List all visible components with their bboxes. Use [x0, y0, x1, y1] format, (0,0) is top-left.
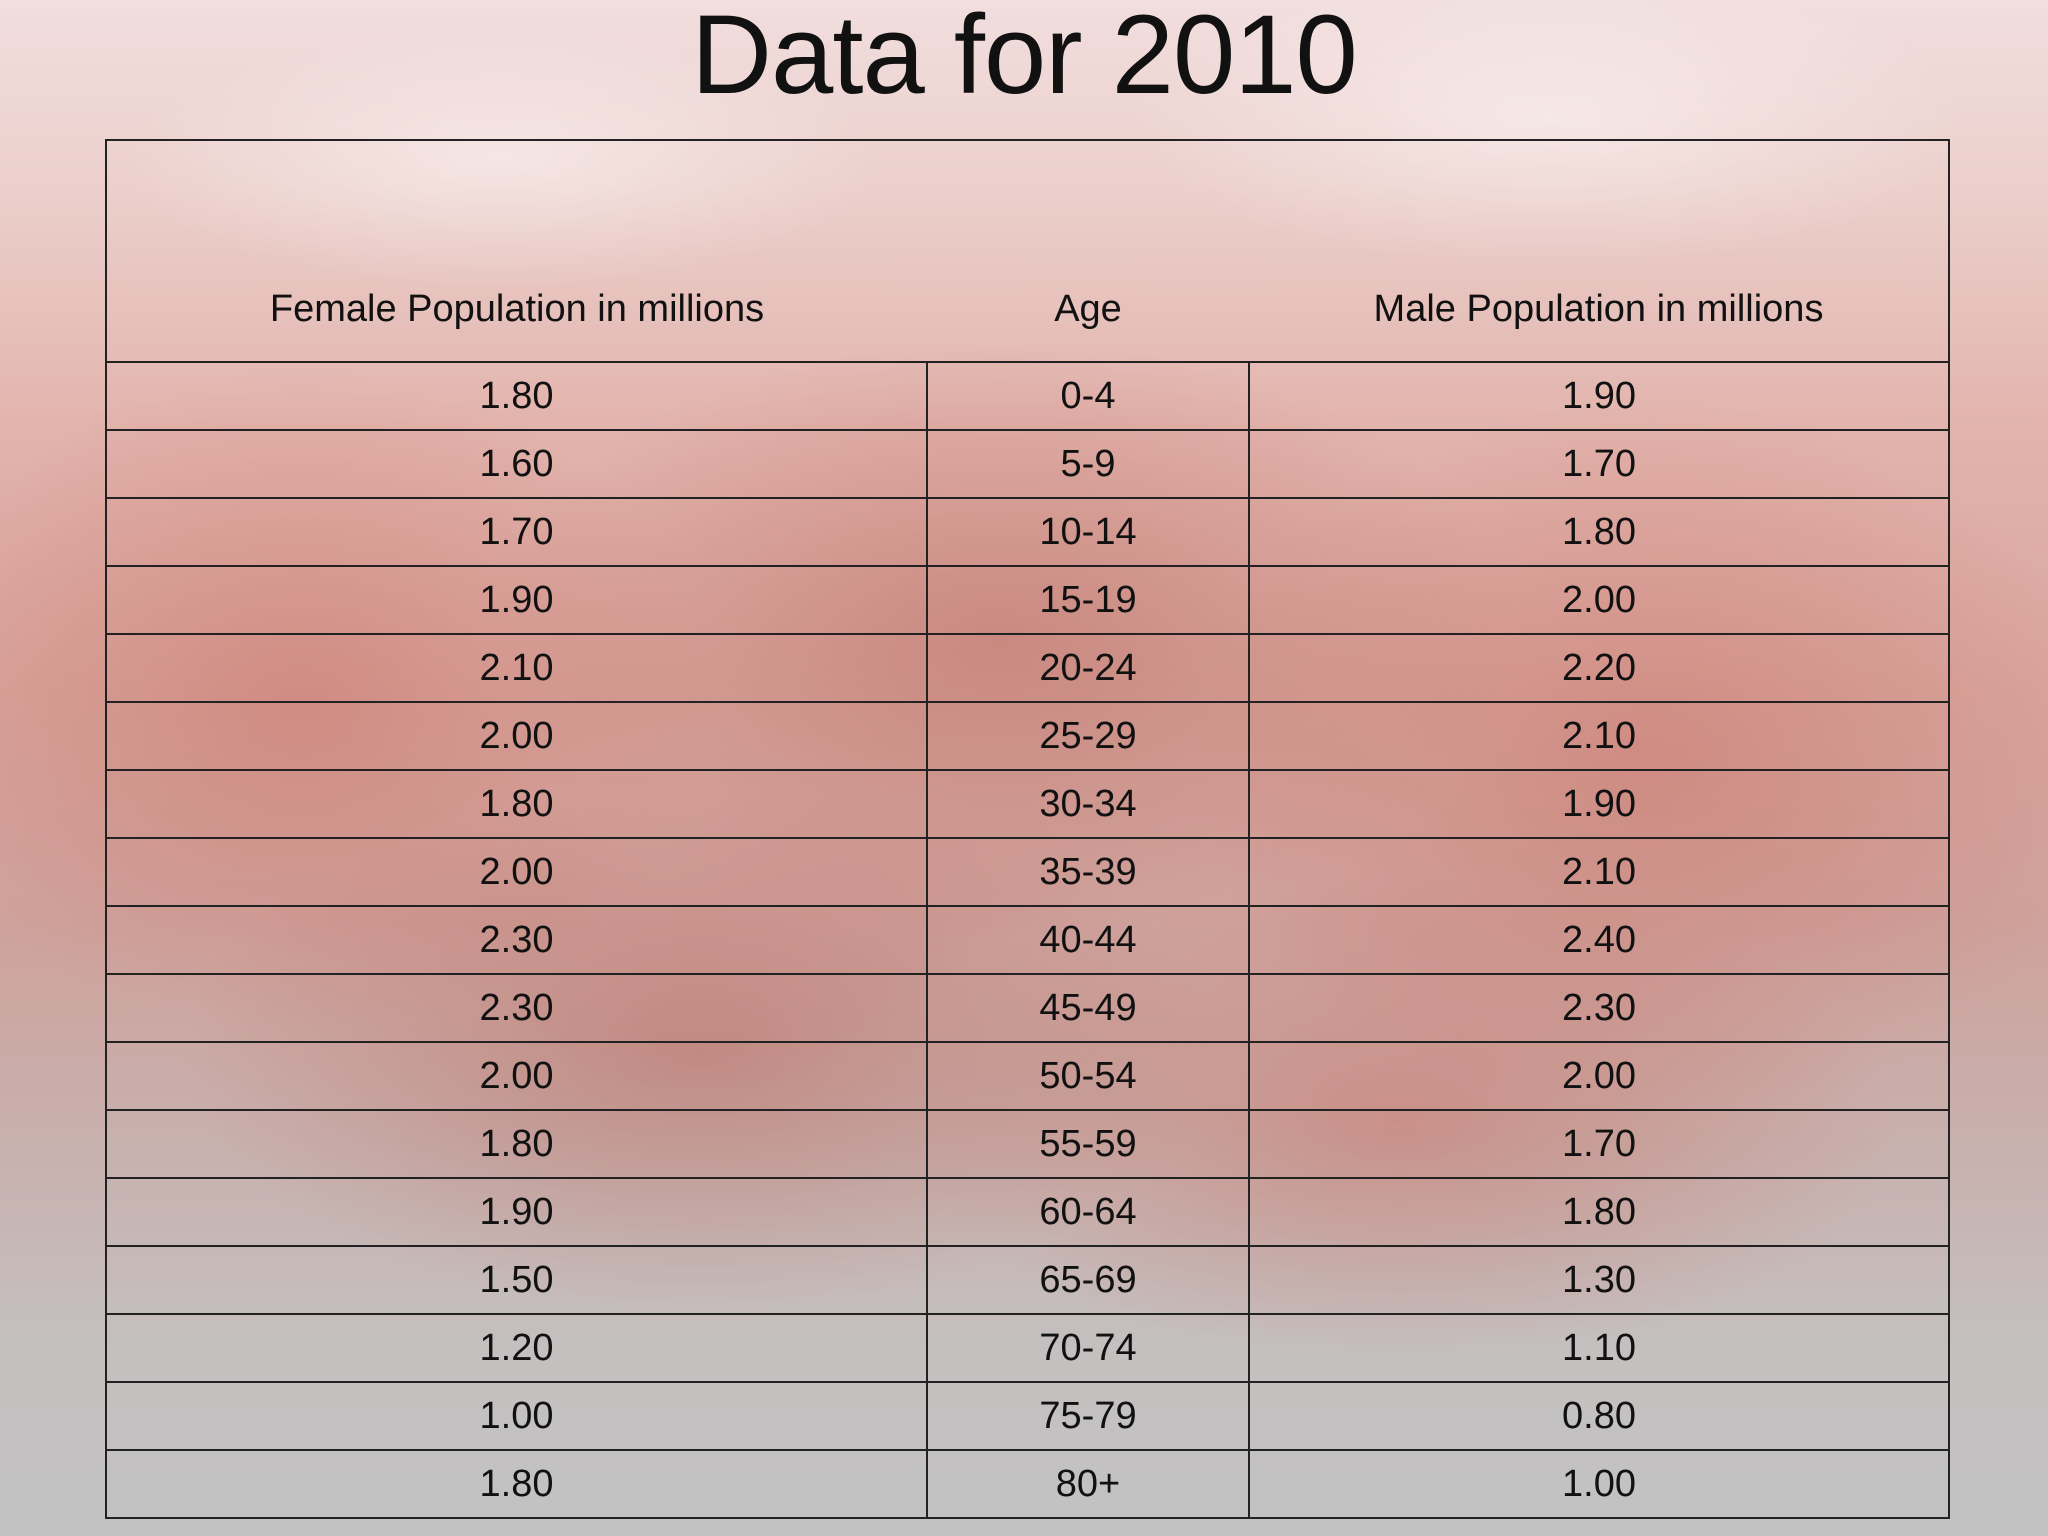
table-row: 1.80 80+ 1.00 [105, 1449, 1950, 1519]
female-value-cell: 2.30 [105, 905, 928, 975]
male-value-cell: 1.70 [1248, 429, 1950, 499]
female-value-cell: 1.90 [105, 1177, 928, 1247]
female-value-cell: 1.00 [105, 1381, 928, 1451]
age-group-cell: 15-19 [926, 565, 1250, 635]
table-row: 1.90 60-64 1.80 [105, 1177, 1950, 1247]
female-value-cell: 2.00 [105, 701, 928, 771]
age-group-cell: 60-64 [926, 1177, 1250, 1247]
female-value-cell: 2.00 [105, 1041, 928, 1111]
age-group-cell: 30-34 [926, 769, 1250, 839]
age-group-cell: 0-4 [926, 361, 1250, 431]
male-value-cell: 2.00 [1248, 1041, 1950, 1111]
female-value-cell: 1.20 [105, 1313, 928, 1383]
male-value-cell: 2.10 [1248, 701, 1950, 771]
age-group-cell: 5-9 [926, 429, 1250, 499]
table-row: 2.00 35-39 2.10 [105, 837, 1950, 907]
female-column-header: Female Population in millions [105, 139, 927, 363]
female-value-cell: 2.10 [105, 633, 928, 703]
male-value-cell: 1.10 [1248, 1313, 1950, 1383]
female-value-cell: 1.60 [105, 429, 928, 499]
male-column-header: Male Population in millions [1249, 139, 1950, 363]
male-value-cell: 1.30 [1248, 1245, 1950, 1315]
table-row: 1.80 55-59 1.70 [105, 1109, 1950, 1179]
age-group-cell: 55-59 [926, 1109, 1250, 1179]
male-value-cell: 1.80 [1248, 1177, 1950, 1247]
male-value-cell: 0.80 [1248, 1381, 1950, 1451]
age-group-cell: 80+ [926, 1449, 1250, 1519]
age-group-cell: 50-54 [926, 1041, 1250, 1111]
table-row: 2.10 20-24 2.20 [105, 633, 1950, 703]
age-group-cell: 25-29 [926, 701, 1250, 771]
table-row: 1.80 30-34 1.90 [105, 769, 1950, 839]
male-value-cell: 2.20 [1248, 633, 1950, 703]
table-row: 1.00 75-79 0.80 [105, 1381, 1950, 1451]
age-group-cell: 20-24 [926, 633, 1250, 703]
male-value-cell: 2.40 [1248, 905, 1950, 975]
age-group-cell: 65-69 [926, 1245, 1250, 1315]
table-row: 1.70 10-14 1.80 [105, 497, 1950, 567]
age-group-cell: 45-49 [926, 973, 1250, 1043]
female-value-cell: 1.80 [105, 769, 928, 839]
population-table: Female Population in millions Age Male P… [105, 139, 1950, 1519]
female-value-cell: 2.30 [105, 973, 928, 1043]
female-value-cell: 1.90 [105, 565, 928, 635]
table-row: 1.50 65-69 1.30 [105, 1245, 1950, 1315]
age-column-header: Age [927, 139, 1249, 363]
male-value-cell: 1.70 [1248, 1109, 1950, 1179]
female-value-cell: 2.00 [105, 837, 928, 907]
table-row: 1.20 70-74 1.10 [105, 1313, 1950, 1383]
table-row: 1.60 5-9 1.70 [105, 429, 1950, 499]
age-group-cell: 40-44 [926, 905, 1250, 975]
table-row: 2.00 50-54 2.00 [105, 1041, 1950, 1111]
male-value-cell: 1.90 [1248, 769, 1950, 839]
female-value-cell: 1.50 [105, 1245, 928, 1315]
male-value-cell: 1.90 [1248, 361, 1950, 431]
table-row: 1.80 0-4 1.90 [105, 361, 1950, 431]
male-value-cell: 1.80 [1248, 497, 1950, 567]
female-value-cell: 1.80 [105, 361, 928, 431]
female-value-cell: 1.80 [105, 1449, 928, 1519]
table-row: 2.30 45-49 2.30 [105, 973, 1950, 1043]
age-group-cell: 35-39 [926, 837, 1250, 907]
age-group-cell: 70-74 [926, 1313, 1250, 1383]
male-value-cell: 2.00 [1248, 565, 1950, 635]
female-value-cell: 1.80 [105, 1109, 928, 1179]
header-row: Female Population in millions Age Male P… [105, 139, 1950, 363]
age-group-cell: 10-14 [926, 497, 1250, 567]
age-group-cell: 75-79 [926, 1381, 1250, 1451]
male-value-cell: 1.00 [1248, 1449, 1950, 1519]
table-row: 1.90 15-19 2.00 [105, 565, 1950, 635]
table-row: 2.00 25-29 2.10 [105, 701, 1950, 771]
male-value-cell: 2.10 [1248, 837, 1950, 907]
female-value-cell: 1.70 [105, 497, 928, 567]
table-row: 2.30 40-44 2.40 [105, 905, 1950, 975]
slide-title: Data for 2010 [691, 0, 1358, 117]
male-value-cell: 2.30 [1248, 973, 1950, 1043]
